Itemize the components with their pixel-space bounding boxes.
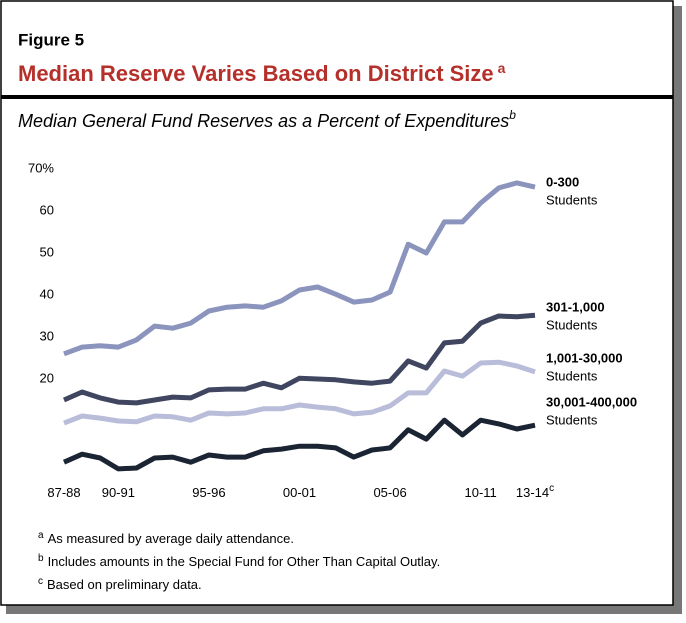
subtitle-note: b (509, 108, 516, 122)
series-line (63, 180, 536, 357)
series-line (63, 359, 536, 426)
x-tick-note: c (549, 483, 554, 494)
footnotes: a As measured by average daily attendance… (38, 530, 440, 593)
series-line (62, 417, 536, 472)
chart-title: Median Reserve Varies Based on District … (18, 60, 506, 86)
y-tick-label: 30 (40, 328, 54, 343)
y-tick-label: 20 (40, 370, 54, 385)
x-tick-text: 05-06 (373, 485, 406, 500)
title-note: a (498, 60, 506, 76)
title-text: Median Reserve Varies Based on District … (18, 61, 494, 86)
footnote-text: As measured by average daily attendance. (48, 531, 294, 546)
x-tick-text: 95-96 (192, 485, 225, 500)
x-tick-text: 90-91 (102, 485, 135, 500)
x-tick-label: 95-96 (192, 485, 225, 500)
footnote-text: Includes amounts in the Special Fund for… (48, 554, 441, 569)
y-tick-label: 50 (40, 244, 54, 259)
x-tick-text: 87-88 (47, 485, 80, 500)
x-tick-text: 00-01 (283, 485, 316, 500)
footnote: a As measured by average daily attendance… (38, 530, 294, 547)
footnote: b Includes amounts in the Special Fund fo… (38, 553, 440, 570)
chart-subtitle: Median General Fund Reserves as a Percen… (18, 108, 516, 131)
series-label: 1,001-30,000 (546, 350, 623, 365)
footnote: c Based on preliminary data. (38, 576, 202, 593)
y-tick-label: 60 (40, 202, 54, 217)
x-tick-text: 10-11 (465, 485, 497, 500)
frame (0, 0, 674, 606)
subtitle-text: Median General Fund Reserves as a Percen… (18, 111, 509, 131)
series-line (62, 312, 536, 406)
series-sublabel: Students (546, 413, 598, 428)
series-label: 301-1,000 (546, 300, 605, 315)
footnote-marker: a (38, 530, 44, 541)
figure-label: Figure 5 (18, 30, 84, 49)
y-tick-label: 70% (28, 160, 54, 175)
x-tick-label: 05-06 (373, 485, 406, 500)
footnote-marker: c (38, 576, 43, 587)
x-tick-label: 13-14c (516, 483, 554, 501)
series-sublabel: Students (546, 192, 598, 207)
x-tick-label: 87-88 (47, 485, 80, 500)
title-rule (1, 95, 673, 99)
series-label: 0-300 (546, 174, 579, 189)
y-tick-label: 40 (40, 286, 54, 301)
series-label: 30,001-400,000 (546, 395, 637, 410)
x-tick-text: 13-14 (516, 485, 549, 500)
x-tick-label: 10-11 (465, 485, 497, 500)
x-tick-label: 00-01 (283, 485, 316, 500)
footnote-marker: b (38, 553, 44, 564)
x-tick-label: 90-91 (102, 485, 135, 500)
footnote-text: Based on preliminary data. (47, 577, 202, 592)
series-sublabel: Students (546, 318, 598, 333)
series-sublabel: Students (546, 368, 598, 383)
